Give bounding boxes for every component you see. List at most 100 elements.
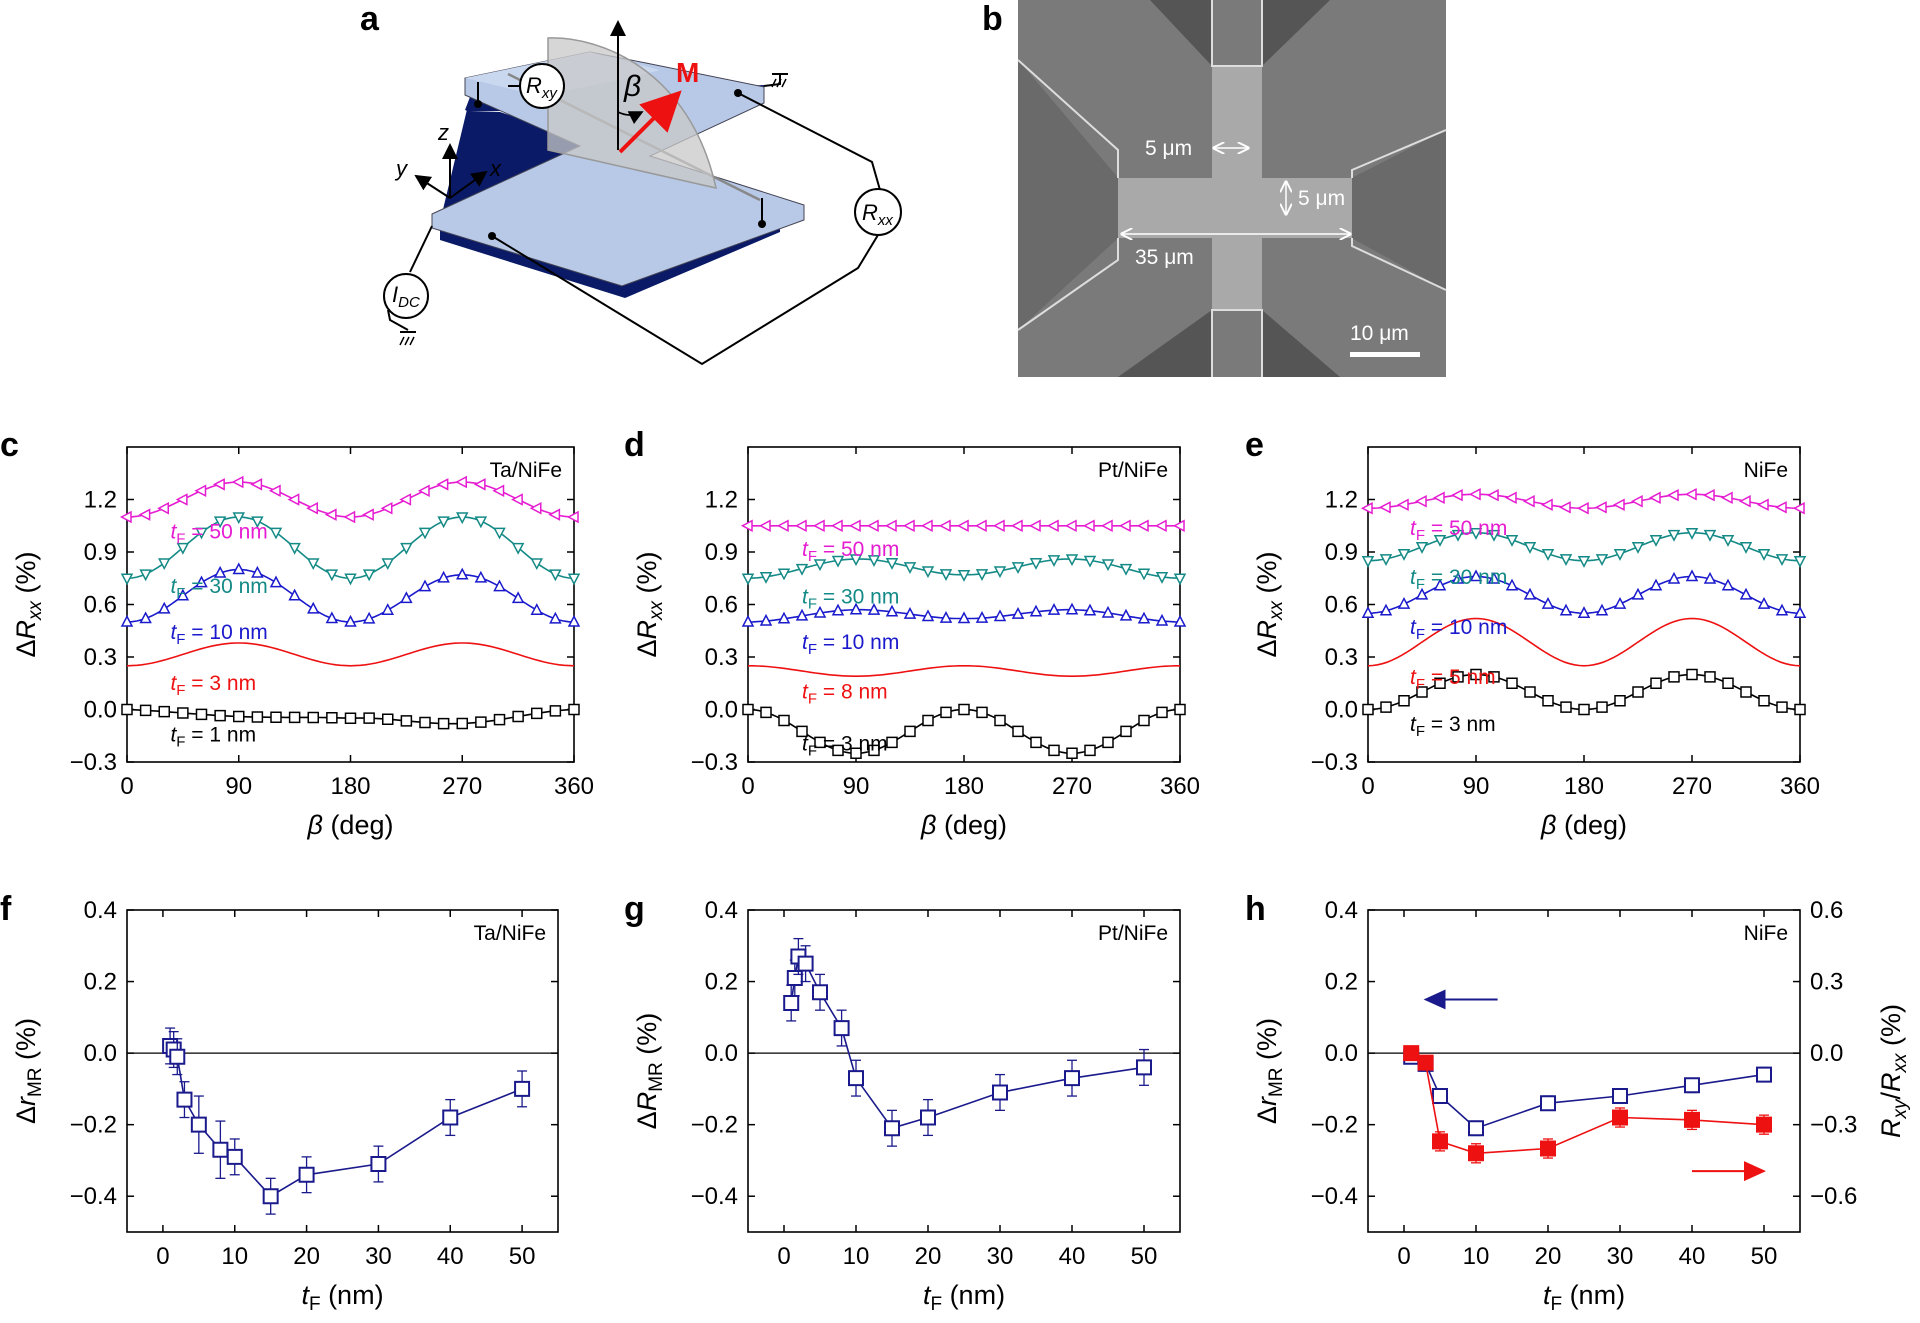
data-point xyxy=(493,713,506,726)
data-point xyxy=(326,711,338,724)
data-point xyxy=(1084,744,1096,757)
data-point xyxy=(195,527,208,540)
data-point xyxy=(474,516,488,529)
y-tick-label: 0.4 xyxy=(84,897,117,924)
sem-scale-label: 10 μm xyxy=(1350,322,1409,345)
data-point xyxy=(1011,607,1025,619)
data-point xyxy=(1596,701,1608,713)
data-point xyxy=(741,573,755,586)
data-point xyxy=(269,527,283,540)
data-point xyxy=(1505,578,1519,591)
data-point xyxy=(814,736,826,749)
y2-tick-label: 0.3 xyxy=(1810,969,1843,996)
data-point xyxy=(1380,701,1392,713)
data-point xyxy=(298,1166,315,1183)
data-point xyxy=(251,565,264,578)
data-point xyxy=(1668,671,1680,683)
data-point xyxy=(400,715,413,727)
sem-device xyxy=(1017,0,1447,377)
series-label: tF = 50 nm xyxy=(802,538,899,565)
y2-tick-label: −0.6 xyxy=(1810,1183,1857,1210)
data-point xyxy=(1613,596,1627,609)
data-point xyxy=(1362,703,1374,716)
data-point xyxy=(138,508,151,521)
data-point xyxy=(455,475,467,489)
data-point xyxy=(511,542,525,555)
data-point xyxy=(139,569,152,582)
material-label: Ta/NiFe xyxy=(490,459,562,482)
data-point xyxy=(1433,578,1447,591)
data-point xyxy=(288,588,301,601)
data-point xyxy=(1173,573,1187,586)
data-point xyxy=(1775,554,1789,566)
data-point xyxy=(956,519,969,532)
data-point xyxy=(1047,603,1061,615)
idc-label: I xyxy=(392,282,398,307)
data-point xyxy=(1757,549,1771,561)
chart-panel-g: g 0 10 20 30 40 50 −0.4 −0.2 0.0 0.2 0.4 tF (nm) ΔRMR… xyxy=(624,890,1181,1315)
data-point xyxy=(786,969,803,986)
y-tick-label: 0.6 xyxy=(84,592,117,619)
x-tick-label: 360 xyxy=(554,773,594,800)
data-point xyxy=(1452,671,1464,683)
series-label: tF = 10 nm xyxy=(170,621,267,648)
svg-text:Rxx: Rxx xyxy=(862,200,893,229)
data-point xyxy=(270,711,282,724)
current-source: IDC xyxy=(383,225,433,346)
data-point xyxy=(1083,603,1097,616)
data-point xyxy=(1487,571,1501,584)
data-point xyxy=(549,569,562,582)
data-point xyxy=(1612,498,1625,511)
data-point xyxy=(120,614,134,627)
data-point xyxy=(567,573,581,586)
data-point xyxy=(213,516,227,529)
data-point xyxy=(940,706,952,719)
data-point xyxy=(904,725,916,738)
y-axis-label: y xyxy=(394,156,409,181)
data-point xyxy=(158,705,170,718)
data-point xyxy=(902,519,915,532)
data-point xyxy=(1173,614,1187,627)
data-point xyxy=(1046,519,1059,532)
data-point xyxy=(886,736,898,749)
y-tick-label: 0.0 xyxy=(1325,1040,1358,1067)
magnetization-arrow xyxy=(618,90,682,154)
y-tick-label: 1.2 xyxy=(84,487,117,514)
data-point xyxy=(195,708,208,721)
series-label: tF = 50 nm xyxy=(1410,517,1507,544)
data-point xyxy=(1540,1095,1556,1112)
data-point xyxy=(512,710,524,723)
panel-a-schematic: a β M z x y xyxy=(360,0,902,366)
y-tick-label: 0.6 xyxy=(705,592,738,619)
data-point xyxy=(1594,501,1607,514)
data-point xyxy=(1118,519,1131,532)
axis-title: tF (nm) xyxy=(923,1280,1005,1315)
rxx-meter: Rxx xyxy=(488,73,902,366)
panel-letter-d: d xyxy=(624,426,645,464)
data-point xyxy=(903,607,917,619)
data-point xyxy=(831,603,845,616)
data-point xyxy=(1612,1109,1628,1126)
data-point xyxy=(382,713,394,725)
y-tick-label: −0.4 xyxy=(1311,1183,1358,1210)
data-point xyxy=(399,493,412,506)
data-point xyxy=(437,570,450,583)
data-point xyxy=(1740,686,1752,698)
svg-text:Rxy: Rxy xyxy=(526,73,558,102)
data-point xyxy=(307,601,320,614)
y-tick-label: −0.3 xyxy=(70,749,117,776)
data-point xyxy=(214,709,226,722)
data-point xyxy=(1776,701,1788,713)
data-point xyxy=(832,744,844,757)
data-point xyxy=(1631,542,1645,554)
material-label: NiFe xyxy=(1744,922,1788,945)
material-label: Pt/NiFe xyxy=(1098,459,1168,482)
data-point xyxy=(975,610,989,623)
axis-title: β (deg) xyxy=(307,810,394,840)
series-label: tF = 1 nm xyxy=(170,724,256,751)
m-label: M xyxy=(676,57,699,88)
data-point xyxy=(1064,519,1077,532)
data-point xyxy=(1504,491,1517,504)
data-point xyxy=(759,613,773,626)
data-point xyxy=(1432,1088,1448,1105)
